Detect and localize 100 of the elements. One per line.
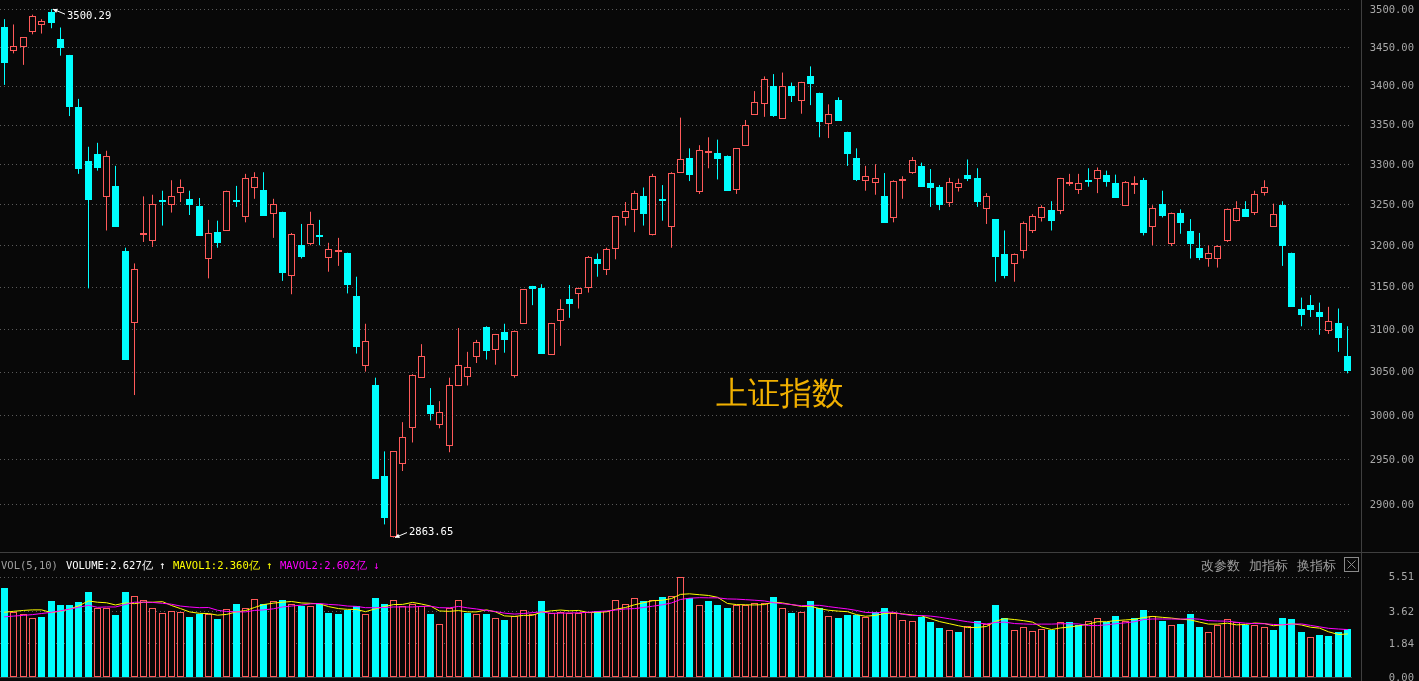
candlestick [214,220,221,249]
bar [242,608,249,677]
bar [1224,619,1231,677]
candlestick [1,18,8,86]
bar [659,597,666,677]
bar [798,612,805,677]
bar [1261,627,1268,677]
candlestick [483,327,490,361]
candlestick [140,195,147,243]
candlestick [131,262,138,396]
candlestick [1075,173,1082,195]
y-tick-label: 0.00 [1388,670,1414,681]
bar [511,616,518,677]
bar [10,612,17,677]
candlestick [1011,254,1018,283]
bar [974,621,981,677]
bar [548,613,555,677]
bar [1001,618,1008,677]
bar [686,598,693,677]
candlestick [251,171,258,200]
bar [1140,610,1147,677]
bar [501,620,508,677]
bar [112,615,119,677]
y-tick-label: 3.62 [1388,604,1414,617]
bar [399,606,406,677]
text: 加指标 [1249,557,1288,573]
candlestick [233,185,240,208]
candlestick [714,139,721,180]
bar [1187,614,1194,677]
y-tick-label: 3450.00 [1369,40,1414,53]
candlestick [1233,200,1240,221]
bar [881,608,888,677]
bar [149,608,156,677]
candlestick [94,142,101,172]
bar [1149,616,1156,677]
candlestick [705,136,712,169]
bar [455,600,462,677]
bar [761,603,768,677]
bar [1066,622,1073,677]
y-tick-label: 3000.00 [1369,408,1414,421]
candlestick [1325,306,1332,335]
bar [862,617,869,677]
bar [853,615,860,677]
bar [168,611,175,677]
bar [1214,625,1221,677]
bar [159,613,166,677]
bar [1205,632,1212,677]
candlestick [1177,208,1184,235]
bar [575,613,582,677]
bar [1085,621,1092,677]
bar [1038,629,1045,677]
bar [344,610,351,677]
bar [492,618,499,677]
bar [649,600,656,677]
y-tick-label: 2950.00 [1369,453,1414,466]
candlestick [622,201,629,227]
candlestick [899,175,906,200]
bar [927,622,934,677]
bar [899,620,906,677]
bar [807,601,814,677]
bar [1251,625,1258,677]
bar [844,615,851,677]
bar [779,608,786,677]
bar [520,610,527,677]
bar [233,604,240,677]
candlestick [659,184,666,222]
bar [94,608,101,677]
bar [1011,630,1018,677]
bar [724,608,731,677]
bar [714,605,721,677]
bar [260,604,267,677]
bar [1122,621,1129,677]
bar [1168,625,1175,677]
candlestick [1149,204,1156,246]
bar [316,604,323,677]
bar [335,614,342,677]
bar [668,596,675,677]
candlestick [909,156,916,173]
bar [103,608,110,677]
text: 换指标 [1297,557,1336,573]
bar [436,624,443,677]
bar [140,600,147,677]
candlestick [85,146,92,289]
bar [585,612,592,677]
candlestick [362,323,369,373]
candlestick [1279,200,1286,267]
candlestick [1038,204,1045,223]
candlestick [1335,308,1342,353]
bar [427,614,434,677]
bar [696,605,703,677]
candlestick [668,173,675,249]
candlestick [335,237,342,267]
annotation: 2863.65 [409,525,454,538]
candlestick [761,75,768,118]
bar [205,614,212,677]
bar [1242,625,1249,677]
candlestick [57,27,64,57]
bar [279,600,286,677]
candlestick [983,192,990,225]
candlestick [807,65,814,106]
